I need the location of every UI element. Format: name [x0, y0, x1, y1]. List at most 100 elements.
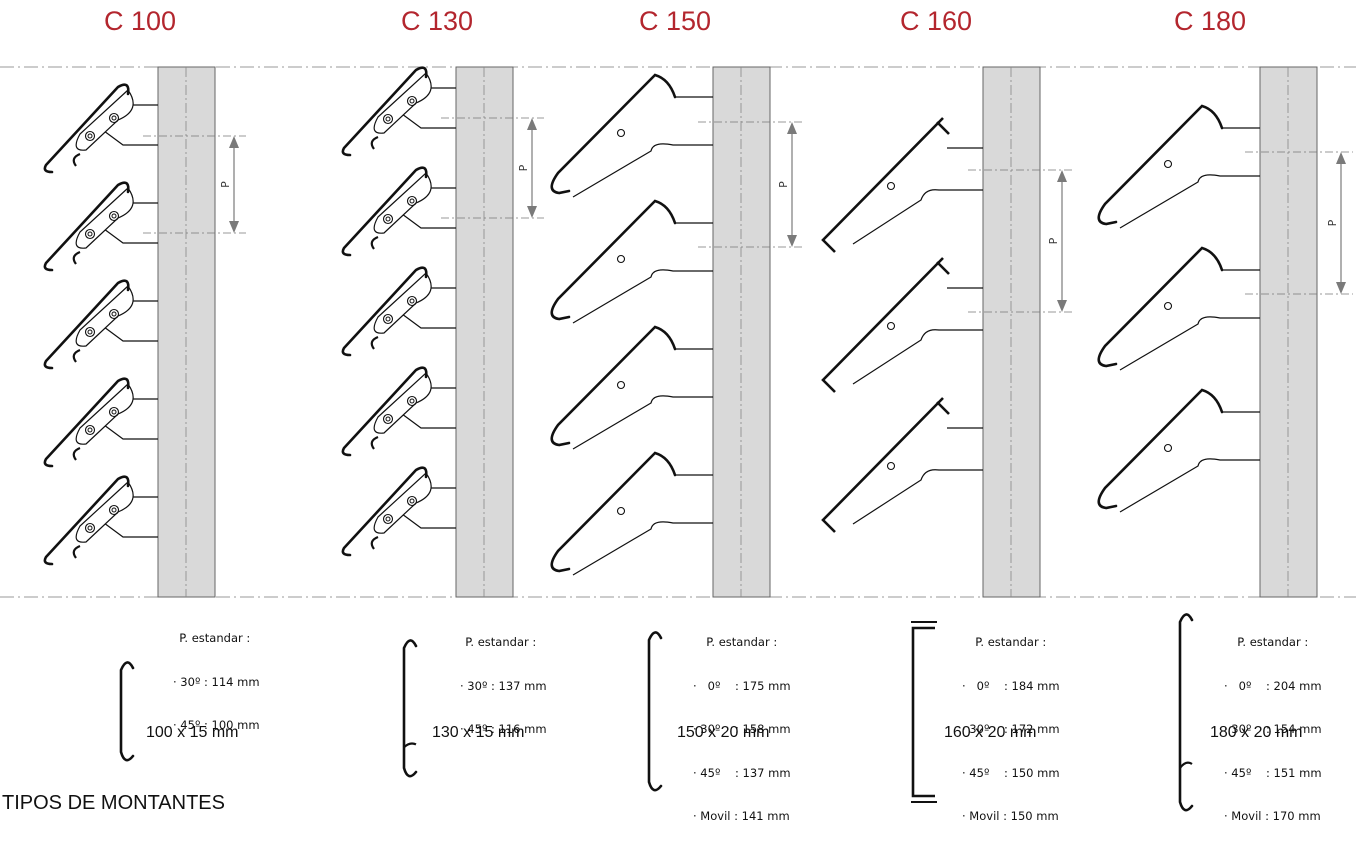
profile-size-c100: 100 x 15 mm	[146, 724, 239, 741]
std-pitch-c130: P. estandar : · 30º : 137 mm · 45º : 116…	[455, 606, 547, 766]
blade-hook	[72, 348, 81, 363]
blade-slat	[341, 266, 428, 357]
bracket-arm	[852, 147, 983, 245]
bracket-arm	[397, 187, 456, 229]
blade-hook	[72, 544, 81, 559]
pivot-pin-center	[87, 525, 93, 531]
pivot-pin-center	[87, 427, 93, 433]
bracket-arm	[572, 474, 713, 576]
std-pitch-c100: P. estandar : · 30º : 114 mm · 45º : 100…	[170, 602, 260, 762]
blade-slat	[821, 397, 950, 533]
blade-hook	[370, 135, 379, 150]
std-pitch-label: P. estandar :	[179, 631, 251, 645]
pivot-pin	[84, 326, 96, 338]
louver-column-3: P	[550, 66, 804, 598]
std-pitch-row: · 30º : 172 mm	[962, 722, 1060, 736]
louver-profiles-sheet: P P P P P C 100 C 130 C 150 C 160 C 180 P. e…	[0, 6, 1356, 823]
pivot-pin	[1163, 301, 1173, 311]
pitch-arrow-down	[1336, 282, 1346, 294]
pivot-pin	[616, 380, 626, 390]
profile-section-5	[1178, 613, 1194, 812]
pivot-pin	[1163, 443, 1173, 453]
std-pitch-row: · 30º : 158 mm	[693, 722, 791, 736]
pivot-pin-center	[87, 231, 93, 237]
std-pitch-label: P. estandar :	[1237, 635, 1309, 649]
model-title-c180: C 180	[1173, 6, 1247, 36]
pivot-plate	[75, 89, 134, 151]
pivot-plate	[75, 187, 134, 249]
pivot-pin-center	[409, 398, 415, 404]
bracket-arm	[99, 398, 158, 440]
blade-slat	[1097, 388, 1224, 510]
blade-slat	[821, 117, 950, 253]
std-pitch-row: · 45º : 116 mm	[460, 722, 547, 736]
profile-size-c150: 150 x 20 mm	[677, 724, 770, 741]
std-pitch-label: P. estandar :	[975, 635, 1047, 649]
model-title-c100: C 100	[103, 6, 177, 36]
pivot-pin	[406, 395, 418, 407]
blade-slat	[341, 166, 428, 257]
pivot-pin	[886, 321, 896, 331]
pitch-arrow-down	[787, 235, 797, 247]
bracket-arm	[572, 96, 713, 198]
pivot-pin	[84, 424, 96, 436]
louver-column-5: P	[1097, 66, 1353, 598]
pivot-pin-center	[385, 216, 391, 222]
pitch-arrow-down	[229, 221, 239, 233]
pitch-label: P	[517, 164, 530, 171]
std-pitch-row: · Movil : 170 mm	[1224, 809, 1321, 823]
pivot-plate	[373, 172, 432, 234]
bracket-arm	[99, 104, 158, 146]
model-title-c160: C 160	[899, 6, 973, 36]
mullion	[712, 66, 771, 598]
bracket-arm	[397, 487, 456, 529]
pivot-pin-center	[409, 98, 415, 104]
pivot-pin-center	[409, 298, 415, 304]
pivot-pin-center	[385, 316, 391, 322]
pivot-pin	[406, 495, 418, 507]
pivot-pin-center	[111, 115, 117, 121]
pivot-pin-center	[87, 133, 93, 139]
pitch-label: P	[219, 181, 232, 188]
std-pitch-row: · 30º : 137 mm	[460, 678, 547, 693]
profile-size-c130: 130 x 15 mm	[432, 724, 525, 741]
pivot-pin	[382, 413, 394, 425]
std-pitch-row: · 45º : 137 mm	[693, 765, 791, 780]
pivot-pin	[108, 406, 120, 418]
blade-slat	[550, 325, 677, 447]
pitch-label: P	[1047, 237, 1060, 244]
bracket-arm	[572, 222, 713, 324]
profile-outline	[1178, 613, 1194, 812]
profile-outline	[911, 626, 935, 798]
bracket-arm	[1119, 127, 1260, 229]
std-pitch-row: · 0º : 175 mm	[693, 678, 791, 693]
pivot-pin	[84, 228, 96, 240]
blade-hook	[370, 535, 379, 550]
pitch-label: P	[777, 181, 790, 188]
pitch-arrow-down	[527, 206, 537, 218]
bracket-arm	[1119, 269, 1260, 371]
blade-hook	[72, 152, 81, 167]
pivot-pin-center	[385, 516, 391, 522]
pitch-arrow-up	[527, 118, 537, 130]
pivot-pin	[382, 213, 394, 225]
blade-slat	[1097, 104, 1224, 226]
blade-slat	[43, 181, 130, 272]
pivot-plate	[373, 372, 432, 434]
pivot-pin	[382, 313, 394, 325]
blade-slat	[341, 366, 428, 457]
blade-slat	[43, 83, 130, 174]
pivot-plate	[373, 272, 432, 334]
pivot-pin-center	[111, 409, 117, 415]
mullion	[157, 66, 216, 598]
blade-slat	[821, 257, 950, 393]
louver-column-2: P	[341, 66, 544, 598]
blade-slat	[550, 199, 677, 321]
std-pitch-row: · 45º : 150 mm	[962, 765, 1060, 780]
bracket-arm	[1119, 411, 1260, 513]
profile-size-c180: 180 x 20 mm	[1210, 724, 1303, 741]
pivot-plate	[75, 285, 134, 347]
pivot-pin	[84, 130, 96, 142]
std-pitch-row: · 45º : 100 mm	[173, 718, 260, 732]
bracket-arm	[99, 202, 158, 244]
